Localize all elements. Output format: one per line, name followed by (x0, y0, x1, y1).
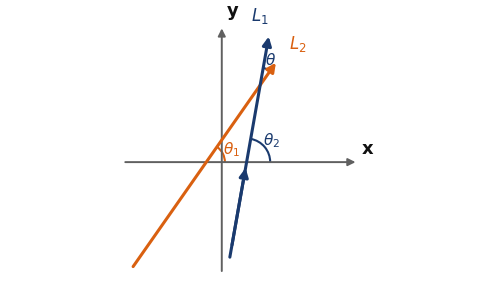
Text: $\theta$: $\theta$ (265, 53, 276, 68)
Text: $L_1$: $L_1$ (251, 6, 269, 26)
Text: $\theta_1$: $\theta_1$ (223, 140, 240, 159)
Text: $\mathbf{x}$: $\mathbf{x}$ (361, 140, 375, 158)
Text: $\theta_2$: $\theta_2$ (263, 131, 281, 150)
Text: $\mathbf{y}$: $\mathbf{y}$ (226, 5, 240, 23)
Text: $L_2$: $L_2$ (289, 34, 306, 54)
